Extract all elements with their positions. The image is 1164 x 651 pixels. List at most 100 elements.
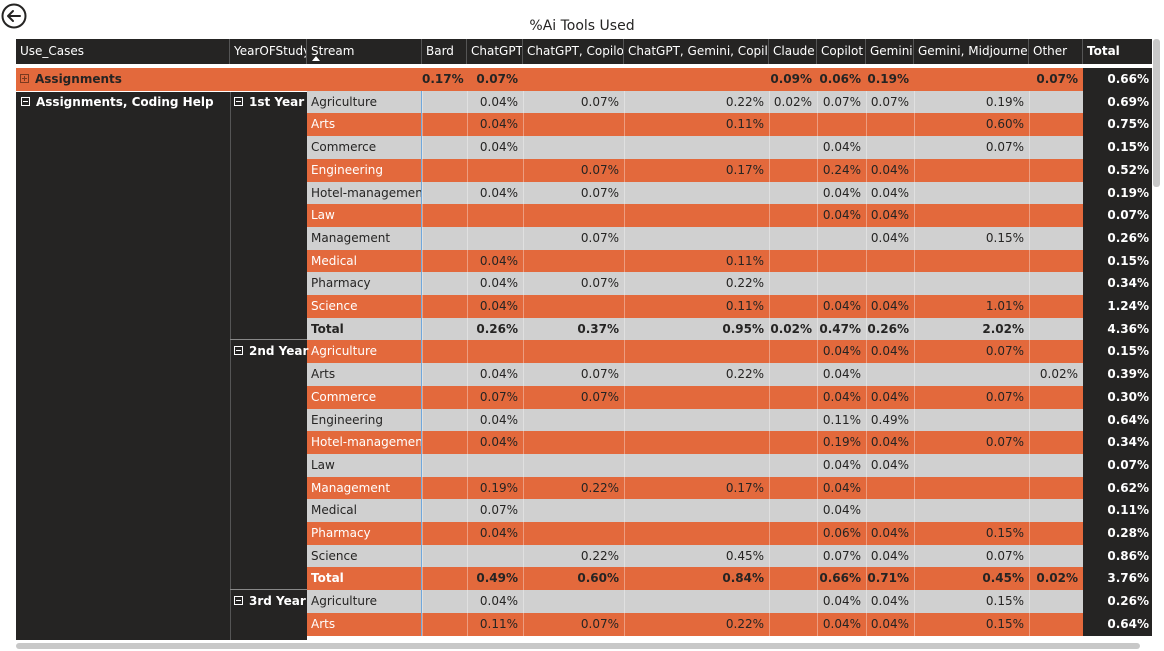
table-row: Medical 0.07% 0.04% 0.11% [16,499,1152,522]
stream-cell: Hotel-management [307,431,422,454]
value-cell [523,295,624,318]
year-header-3[interactable]: 3rd Year [234,590,306,613]
table-row: Arts 0.11% 0.07% 0.22% 0.04% 0.04% 0.15% 0.64% [16,613,1152,636]
value-cell [624,431,769,454]
stream-cell: Total [307,567,422,590]
header-tool-gemini[interactable]: Gemini [866,39,914,64]
value-cell [624,204,769,227]
collapse-minus-icon[interactable] [21,97,30,106]
value-cell: 0.04% [817,499,866,522]
collapse-minus-icon[interactable] [234,596,243,605]
value-cell [422,454,467,477]
value-cell [866,136,914,159]
group-header-assignments[interactable]: Assignments [16,68,422,91]
year-label: 3rd Year [249,594,306,608]
value-cell: 0.04% [467,409,523,432]
value-cell: 0.19% [867,72,909,86]
value-cell [769,409,817,432]
header-tool-chatgpt-copilot[interactable]: ChatGPT, Copilot [523,39,624,64]
value-cell: 0.04% [866,386,914,409]
value-cell [523,340,624,363]
year-header-1[interactable]: 1st Year [234,91,304,114]
stream-cell: Pharmacy [307,272,422,295]
value-cell [817,227,866,250]
value-cell: 0.71% [866,567,914,590]
row-total-cell: 4.36% [1083,318,1152,341]
table-row: Engineering 0.07% 0.17% 0.24% 0.04% 0.52% [16,159,1152,182]
row-total-cell: 0.19% [1083,182,1152,205]
value-cell: 0.11% [624,250,769,273]
collapse-minus-icon[interactable] [234,346,243,355]
horizontal-scrollbar[interactable] [16,643,1140,649]
table-row: Law 0.04% 0.04% 0.07% [16,204,1152,227]
value-cell: 0.17% [624,477,769,500]
table-row: Science 0.04% 0.11% 0.04% 0.04% 1.01% 1.24% [16,295,1152,318]
header-tool-copilot[interactable]: Copilot [817,39,866,64]
header-year-of-study[interactable]: YearOFStudy [230,39,307,64]
value-cell [769,590,817,613]
value-cell: 0.04% [866,590,914,613]
table-row: Management 0.19% 0.22% 0.17% 0.04% 0.62% [16,477,1152,500]
value-cell [769,363,817,386]
value-cell [1029,340,1083,363]
value-cell [523,499,624,522]
value-cell: 1.01% [914,295,1029,318]
header-use-cases[interactable]: Use_Cases [16,39,230,64]
value-cell [914,363,1029,386]
value-cell [422,477,467,500]
value-cell [624,454,769,477]
value-cell: 0.47% [817,318,866,341]
value-cell [523,250,624,273]
header-tool-other[interactable]: Other [1029,39,1083,64]
table-row: Law 0.04% 0.04% 0.07% [16,454,1152,477]
value-cell [422,318,467,341]
value-cell: 0.04% [866,522,914,545]
value-cell: 0.06% [819,72,861,86]
value-cell [914,409,1029,432]
value-cell: 0.07% [914,136,1029,159]
value-cell: 0.04% [866,159,914,182]
value-cell [866,250,914,273]
row-total-cell: 0.52% [1083,159,1152,182]
row-total-cell: 0.26% [1083,590,1152,613]
value-cell: 0.04% [467,113,523,136]
value-cell [1029,499,1083,522]
value-cell [422,340,467,363]
value-cell: 0.07% [914,431,1029,454]
header-tool-gemini-midjourney[interactable]: Gemini, Midjourney [914,39,1029,64]
value-cell: 0.04% [817,477,866,500]
value-cell [769,136,817,159]
year-header-2[interactable]: 2nd Year [234,340,308,363]
expand-plus-icon[interactable] [20,74,29,83]
value-cell: 0.04% [817,340,866,363]
header-tool-claude[interactable]: Claude [769,39,817,64]
back-button[interactable] [1,3,27,29]
value-cell [523,204,624,227]
value-cell: 0.04% [467,590,523,613]
row-band [307,318,1083,341]
header-tool-chatgpt-gemini-copilot[interactable]: ChatGPT, Gemini, Copilot [624,39,769,64]
value-cell [422,590,467,613]
value-cell [866,113,914,136]
value-cell [422,250,467,273]
value-cell [914,159,1029,182]
stream-cell: Medical [307,250,422,273]
value-cell [914,204,1029,227]
table-row: Hotel-management 0.04% 0.07% 0.04% 0.04% 0.19… [16,182,1152,205]
value-cell [624,590,769,613]
value-cell [914,454,1029,477]
value-cell: 0.11% [467,613,523,636]
value-cell [467,454,523,477]
stream-cell: Management [307,477,422,500]
group-header-assignments-coding-help[interactable]: Assignments, Coding Help [21,91,214,114]
value-cell [769,499,817,522]
header-total[interactable]: Total [1087,44,1120,58]
vertical-scrollbar[interactable] [1153,39,1160,187]
header-tool-bard[interactable]: Bard [422,39,467,64]
header-stream[interactable]: Stream [307,39,422,64]
header-tool-chatgpt[interactable]: ChatGPT [467,39,523,64]
collapse-minus-icon[interactable] [234,97,243,106]
value-cell: 0.04% [467,136,523,159]
value-cell: 0.11% [624,113,769,136]
stream-cell: Hotel-management [307,182,422,205]
